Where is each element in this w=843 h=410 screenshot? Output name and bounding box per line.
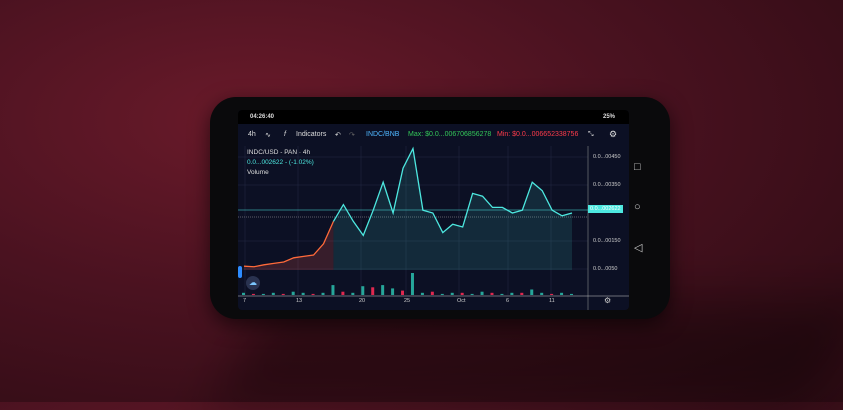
settings-icon[interactable]: ⚙ (609, 129, 618, 139)
price-change: 0.0...002622 - (-1.02%) (247, 159, 314, 166)
x-tick: 13 (296, 298, 303, 304)
volume-bar (261, 293, 265, 295)
toolbar: 4h ∿ f Indicators ↶ ↷ INDC/BNB Max: $0.0… (238, 128, 629, 144)
volume-bar (410, 273, 414, 295)
volume-bar (331, 285, 335, 295)
volume-bar (291, 291, 295, 295)
x-tick: Oct (457, 298, 466, 304)
cloud-button[interactable]: ☁ (246, 276, 260, 290)
axis-label: 0.0...0050 (593, 266, 618, 272)
current-price-tag: 0.0...002622 (588, 205, 623, 213)
volume-bar (251, 293, 255, 295)
x-tick: 6 (506, 298, 510, 304)
min-price: Min: $0.0...006652338756 (497, 131, 579, 138)
indicators-button[interactable]: Indicators (296, 131, 327, 138)
undo-icon[interactable]: ↶ (335, 132, 341, 139)
volume-bar (311, 293, 315, 295)
volume-label: Volume (247, 169, 269, 176)
x-tick: 11 (549, 298, 555, 304)
volume-bar (271, 292, 275, 295)
x-tick: 7 (243, 298, 247, 304)
phone-screen: 04:26:40 25% 4h ∿ f Indicators ↶ ↷ INDC/… (238, 110, 629, 310)
volume-bar (560, 292, 564, 295)
price-line-high (332, 146, 573, 237)
axis-label: 0.0...00350 (593, 182, 621, 188)
volume-bar (381, 285, 385, 295)
redo-icon[interactable]: ↷ (349, 132, 355, 139)
price-area-high (333, 148, 572, 270)
battery-level: 25% (602, 114, 615, 120)
status-time: 04:26:40 (250, 114, 275, 120)
volume-bar (500, 293, 504, 295)
price-area-low (244, 221, 334, 270)
volume-bar (242, 292, 245, 295)
volume-bar (490, 292, 494, 295)
volume-bar (341, 291, 345, 295)
volume-bar (510, 292, 514, 295)
status-bar: 04:26:40 25% (238, 110, 629, 124)
axis-label: 0.0...00150 (593, 238, 621, 244)
symbol-title: INDC/USD - PAN · 4h (247, 149, 311, 156)
volume-bar (460, 292, 464, 295)
price-chart[interactable] (238, 110, 629, 310)
price-line-low (243, 221, 335, 268)
axis-settings-icon[interactable]: ⚙ (604, 296, 612, 305)
volume-bar (281, 293, 285, 295)
volume-bar (321, 292, 325, 295)
pair-label[interactable]: INDC/BNB (366, 131, 400, 138)
recent-apps-button[interactable]: □ (634, 161, 641, 173)
max-price: Max: $0.0...006706856278 (408, 131, 492, 138)
fx-icon[interactable]: f (284, 131, 286, 138)
scroll-handle[interactable] (238, 266, 242, 278)
volume-bar (391, 288, 395, 295)
volume-bar (361, 286, 365, 295)
volume-bar (480, 291, 484, 295)
volume-bar (470, 293, 474, 295)
volume-bar (371, 287, 375, 295)
interval-button[interactable]: 4h (248, 131, 256, 138)
home-button[interactable]: ○ (634, 201, 641, 213)
volume-bar (520, 292, 524, 295)
chart-type-icon[interactable]: ∿ (265, 132, 271, 139)
x-tick: 25 (404, 298, 411, 304)
volume-bar (430, 291, 434, 295)
x-tick: 20 (359, 298, 366, 304)
volume-bar (450, 292, 454, 295)
fullscreen-icon[interactable]: ⤡ (588, 131, 594, 138)
axis-label: 0.0...00450 (593, 154, 621, 160)
volume-bar (530, 289, 534, 295)
volume-bar (420, 292, 424, 295)
volume-bar (401, 290, 405, 295)
volume-bar (550, 293, 554, 295)
volume-bar (570, 293, 573, 295)
volume-bar (301, 292, 305, 295)
volume-bar (351, 292, 355, 295)
volume-bar (440, 293, 444, 295)
back-button[interactable]: ◁ (634, 242, 643, 254)
volume-bar (540, 292, 544, 295)
